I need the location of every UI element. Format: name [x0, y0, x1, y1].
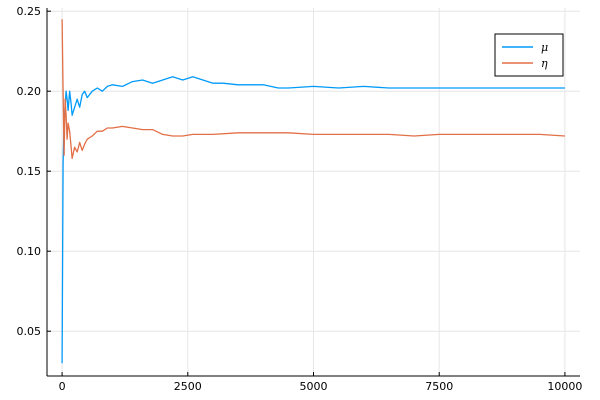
series-line-mu	[61, 76, 565, 364]
series-line-eta	[61, 19, 565, 160]
axes	[46, 8, 580, 377]
x-tick-label: 7500	[425, 380, 453, 393]
y-tick-label: 0.20	[17, 85, 42, 98]
y-tick-label: 0.10	[17, 245, 42, 258]
y-tick-label: 0.05	[17, 325, 42, 338]
y-tick-label: 0.15	[17, 165, 42, 178]
x-tick-label: 10000	[547, 380, 582, 393]
x-tick-label: 2500	[174, 380, 202, 393]
y-tick-label: 0.25	[17, 5, 42, 18]
grid-lines	[47, 8, 580, 376]
legend-box	[494, 33, 564, 77]
tick-labels: 0 2500 5000 7500 10000 0.05 0.10 0.15 0.20 0.25	[17, 5, 583, 393]
series-lines	[61, 19, 565, 364]
legend-label: η	[541, 57, 548, 70]
x-tick-label: 0	[59, 380, 66, 393]
legend: μη	[494, 33, 564, 77]
x-tick-label: 5000	[300, 380, 328, 393]
legend-label: μ	[541, 41, 548, 54]
